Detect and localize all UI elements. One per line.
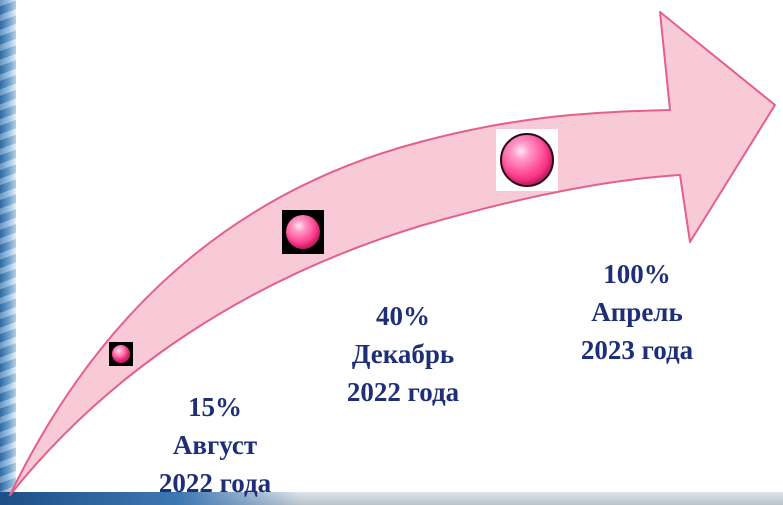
stage2-percent: 40%: [376, 301, 430, 331]
stage1-label: 15% Август 2022 года: [130, 388, 300, 502]
stage2-year: 2022 года: [346, 377, 460, 407]
stage3-month: Апрель: [591, 297, 683, 327]
pink-sphere-icon: [286, 215, 320, 249]
background-bottom-band-dark: [0, 492, 300, 505]
stage1-month: Август: [172, 430, 258, 460]
stage2-month: Декабрь: [351, 339, 455, 369]
stage2-label: 40% Декабрь 2022 года: [318, 297, 488, 411]
stage1-marker: [109, 342, 133, 366]
stage3-year: 2023 года: [580, 335, 694, 365]
stage3-percent: 100%: [603, 259, 671, 289]
stage3-marker: [496, 129, 558, 191]
pink-sphere-icon: [112, 345, 130, 363]
background-bottom-band: [0, 492, 783, 505]
stage2-marker: [282, 210, 324, 254]
stage1-year: 2022 года: [158, 468, 272, 498]
background-left-strip: [0, 0, 16, 505]
stage1-percent: 15%: [188, 392, 242, 422]
growth-arrow: [9, 11, 776, 496]
pink-sphere-icon: [500, 133, 554, 187]
stage3-label: 100% Апрель 2023 года: [552, 255, 722, 369]
